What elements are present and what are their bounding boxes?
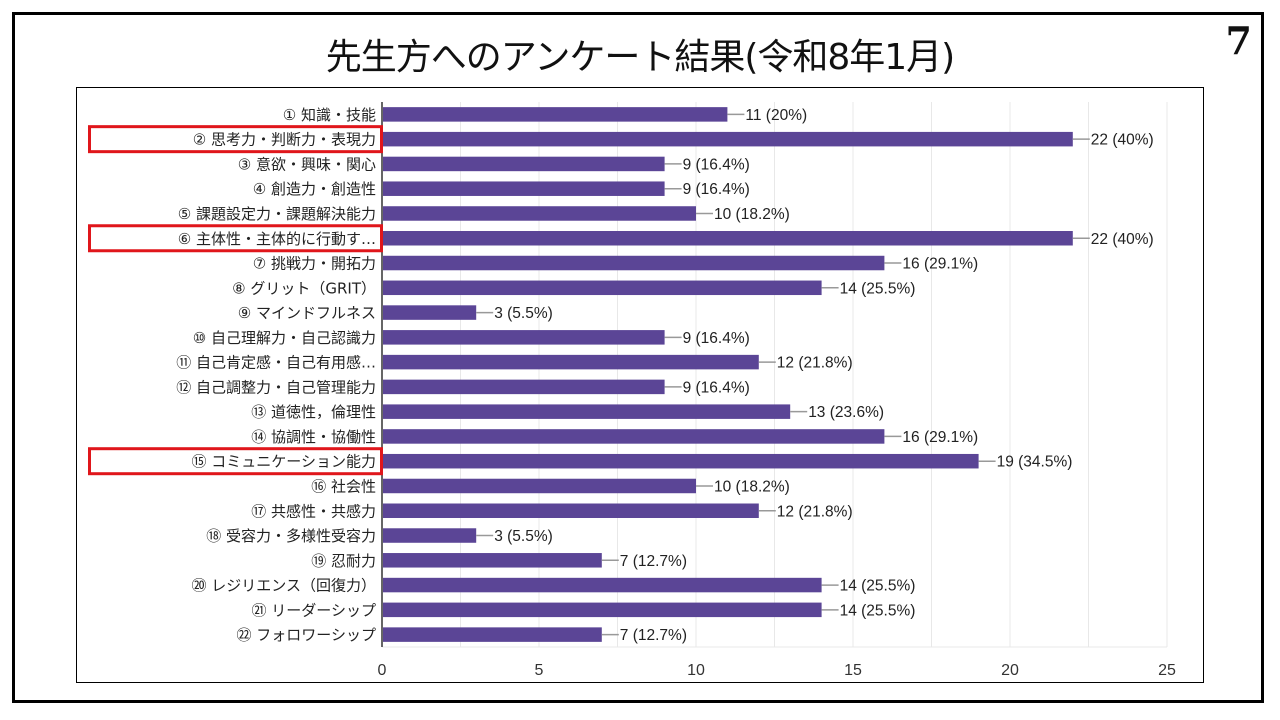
category-label: ⑱ 受容力・多様性受容力 [206, 527, 376, 545]
category-label: ⑫ 自己調整力・自己管理能力 [176, 378, 376, 396]
category-label: ⑦ 挑戦力・開拓力 [253, 255, 376, 273]
value-label: 16 (29.1%) [902, 429, 978, 446]
category-label: ⑧ グリット（GRIT） [232, 279, 376, 297]
bar [383, 181, 665, 196]
x-tick-label: 25 [1158, 662, 1176, 679]
bar [383, 131, 1073, 147]
value-label: 9 (16.4%) [683, 379, 750, 396]
x-tick-label: 20 [1001, 662, 1019, 679]
page-number: 7 [1225, 18, 1252, 63]
bar [383, 330, 665, 345]
bar [383, 577, 822, 593]
bar [383, 156, 665, 172]
value-label: 16 (29.1%) [902, 256, 978, 273]
value-label: 3 (5.5%) [494, 528, 553, 545]
category-label: ⑮ コミュニケーション能力 [192, 453, 376, 471]
highlight-boxes [88, 125, 383, 476]
bars [383, 107, 1073, 642]
bar [383, 553, 602, 568]
category-label: ⑥ 主体性・主体的に行動す… [178, 230, 376, 248]
value-label: 10 (18.2%) [714, 478, 790, 495]
category-label: ⑲ 忍耐力 [311, 552, 376, 570]
category-label: ⑩ 自己理解力・自己認識力 [193, 329, 376, 347]
value-label: 7 (12.7%) [620, 627, 687, 644]
category-label: ⑭ 協調性・協働性 [251, 428, 376, 446]
bar [383, 627, 602, 642]
value-label: 7 (12.7%) [620, 553, 687, 570]
value-label: 14 (25.5%) [840, 602, 916, 619]
value-label: 3 (5.5%) [494, 305, 553, 322]
value-labels: 11 (20%) 22 (40%) 9 (16.4%) 9 (16.4%) 10 (18… [476, 107, 1154, 644]
value-label: 9 (16.4%) [683, 181, 750, 198]
value-label: 9 (16.4%) [683, 156, 750, 173]
category-label: ⑰ 共感性・共感力 [251, 502, 376, 520]
chart-container: ① 知識・技能 ② 思考力・判断力・表現力 ③ 意欲・興味・関心 ④ 創造力・創造性 ⑤… [76, 87, 1204, 683]
bar [383, 255, 885, 271]
category-label: ⑨ マインドフルネス [238, 304, 376, 322]
value-label: 19 (34.5%) [997, 454, 1073, 471]
bar-chart: ① 知識・技能 ② 思考力・判断力・表現力 ③ 意欲・興味・関心 ④ 創造力・創造性 ⑤… [88, 102, 1176, 679]
category-label: ⑳ レジリエンス（回復力） [192, 577, 376, 595]
highlight-box [88, 125, 383, 154]
bar [383, 206, 696, 221]
bar [383, 429, 885, 444]
category-labels: ① 知識・技能 ② 思考力・判断力・表現力 ③ 意欲・興味・関心 ④ 創造力・創造性 ⑤… [176, 106, 376, 644]
category-label: ② 思考力・判断力・表現力 [193, 131, 376, 149]
bar [383, 602, 822, 618]
value-label: 13 (23.6%) [808, 404, 884, 421]
bar [383, 379, 665, 395]
bar [383, 503, 759, 518]
bar [383, 107, 728, 122]
category-label: ⑯ 社会性 [311, 477, 376, 495]
x-tick-label: 5 [535, 662, 544, 679]
category-label: ⑤ 課題設定力・課題解決能力 [178, 205, 376, 223]
value-label: 9 (16.4%) [683, 330, 750, 347]
value-label: 22 (40%) [1091, 132, 1154, 149]
category-label: ㉑ リーダーシップ [252, 601, 376, 619]
bar [383, 231, 1073, 246]
value-label: 10 (18.2%) [714, 206, 790, 223]
bar [383, 305, 477, 320]
bar [383, 453, 979, 469]
bar [383, 478, 696, 494]
bar [383, 404, 791, 419]
bar [383, 528, 477, 543]
category-label: ④ 創造力・創造性 [253, 180, 376, 198]
category-label: ③ 意欲・興味・関心 [238, 155, 376, 173]
value-label: 12 (21.8%) [777, 503, 853, 520]
value-label: 22 (40%) [1091, 231, 1154, 248]
value-label: 14 (25.5%) [840, 280, 916, 297]
bar [383, 354, 759, 370]
x-tick-label: 10 [687, 662, 705, 679]
highlight-box [88, 224, 383, 253]
category-label: ⑪ 自己肯定感・自己有用感… [176, 354, 376, 372]
x-tick-label: 0 [378, 662, 387, 679]
bar [383, 280, 822, 296]
value-label: 14 (25.5%) [840, 578, 916, 595]
highlight-box [88, 447, 383, 476]
value-label: 11 (20%) [745, 107, 807, 124]
category-label: ① 知識・技能 [283, 106, 376, 124]
slide-frame [12, 12, 1264, 703]
x-axis-ticks: 0 5 10 15 20 25 [378, 662, 1176, 679]
category-label: ⑬ 道徳性，倫理性 [251, 403, 376, 421]
slide-title: 先生方へのアンケート結果(令和8年1月) [325, 37, 955, 78]
x-tick-label: 15 [844, 662, 862, 679]
value-label: 12 (21.8%) [777, 355, 853, 372]
category-label: ㉒ フォロワーシップ [237, 626, 376, 644]
